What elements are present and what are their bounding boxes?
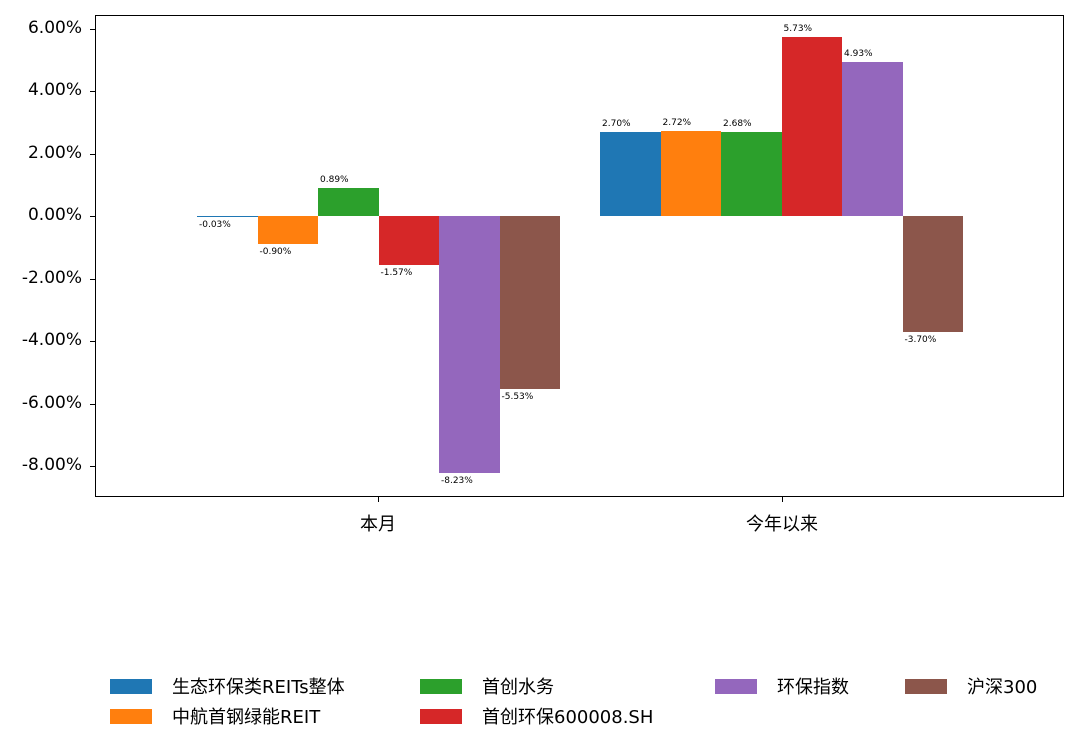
bar-value-label: -0.90% — [259, 247, 292, 258]
legend-label: 首创水务 — [482, 677, 554, 698]
bar-value-label: -0.03% — [199, 220, 231, 230]
legend-label: 中航首钢绿能REIT — [172, 707, 321, 728]
legend-swatch-icon — [420, 708, 462, 724]
x-tick — [782, 496, 783, 502]
y-tick-label: 6.00% — [27, 17, 82, 38]
bar-value-label: 2.72% — [662, 118, 692, 128]
y-tick — [90, 91, 96, 92]
legend-swatch-icon — [905, 678, 947, 694]
legend-label: 环保指数 — [777, 677, 849, 698]
bar-value-label: 2.68% — [723, 119, 752, 130]
y-tick — [90, 216, 96, 217]
bar — [257, 216, 318, 245]
bar-value-label: 5.73% — [783, 23, 813, 34]
legend-swatch-icon — [110, 678, 152, 694]
x-tick — [378, 496, 379, 502]
y-tick — [90, 466, 96, 467]
legend-label: 首创环保600008.SH — [482, 707, 654, 728]
legend-swatch-icon — [420, 678, 462, 694]
bar — [902, 216, 963, 332]
bar-value-label: -3.70% — [904, 334, 937, 345]
legend-item: 中航首钢绿能REIT — [110, 702, 320, 730]
y-tick — [90, 28, 96, 30]
bar — [600, 131, 661, 216]
x-tick-label: 今年以来 — [746, 514, 818, 535]
legend-item: 沪深300 — [905, 672, 1037, 700]
bar-value-label: -8.23% — [441, 476, 473, 487]
bar — [781, 36, 842, 216]
y-tick-label: 4.00% — [27, 80, 82, 100]
bar — [318, 188, 379, 216]
y-tick-label: -8.00% — [21, 455, 82, 475]
bar-value-label: 2.70% — [602, 118, 631, 129]
legend-swatch-icon — [110, 708, 152, 724]
legend: 生态环保类REITs整体 中航首钢绿能REIT 首创水务首创环保600008.SH 环… — [110, 672, 1070, 742]
bar — [721, 132, 782, 216]
bar-value-label: -5.53% — [501, 391, 534, 402]
bar — [378, 216, 439, 266]
legend-item: 环保指数 — [715, 672, 849, 700]
y-tick — [90, 278, 96, 280]
legend-item: 首创环保600008.SH — [420, 702, 653, 730]
legend-swatch-icon — [715, 678, 757, 694]
legend-item: 首创水务 — [420, 672, 554, 700]
legend-label: 生态环保类REITs整体 — [172, 677, 345, 698]
legend-label: 沪深300 — [967, 677, 1038, 698]
y-tick-label: -6.00% — [21, 392, 82, 413]
bar — [499, 216, 560, 389]
y-tick — [90, 153, 96, 155]
y-tick-label: 0.00% — [27, 205, 82, 225]
plot-area — [95, 15, 1064, 497]
y-tick-label: -4.00% — [21, 330, 82, 350]
y-tick — [90, 403, 96, 405]
legend-item: 生态环保类REITs整体 — [110, 672, 345, 700]
bar-value-label: -1.57% — [380, 268, 413, 279]
bar-value-label: 0.89% — [320, 175, 349, 186]
y-tick-label: 2.00% — [27, 142, 82, 163]
bar — [439, 216, 500, 474]
bar — [660, 131, 721, 216]
bar — [842, 61, 903, 216]
bar-value-label: 4.93% — [844, 48, 873, 59]
x-tick-label: 本月 — [360, 514, 396, 535]
y-tick-label: -2.00% — [21, 267, 82, 288]
bar — [197, 216, 258, 217]
y-tick — [90, 341, 96, 342]
